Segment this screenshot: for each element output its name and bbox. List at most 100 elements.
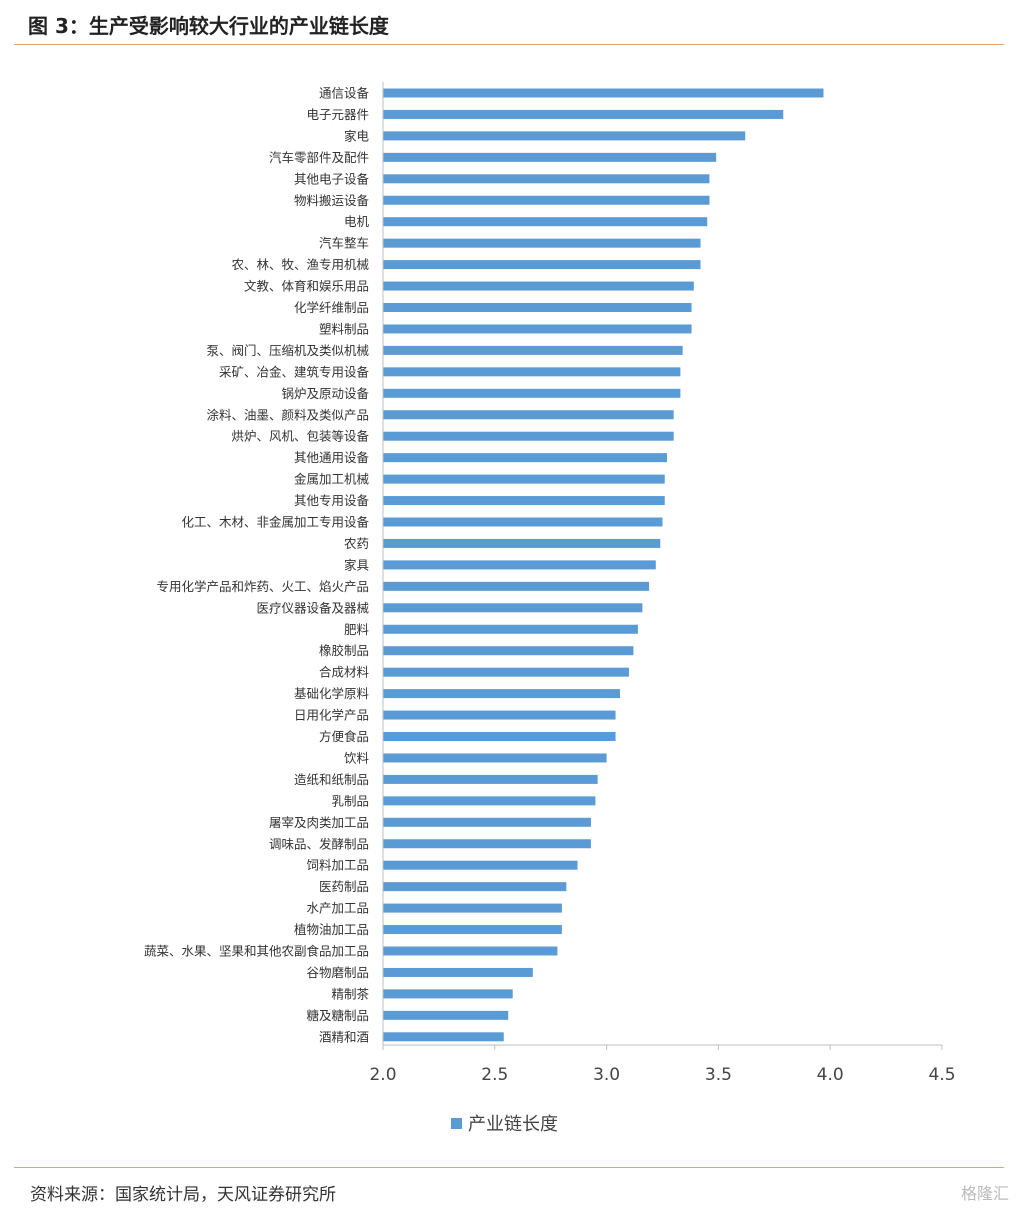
category-label-31: 饮料 xyxy=(344,750,370,765)
category-label-32: 造纸和纸制品 xyxy=(294,772,369,787)
bar-11 xyxy=(383,324,692,334)
source-note: 资料来源：国家统计局，天风证券研究所 xyxy=(30,1185,336,1205)
bar-32 xyxy=(383,774,598,784)
bar-2 xyxy=(383,131,746,141)
category-label-25: 肥料 xyxy=(344,622,370,637)
category-label-8: 农、林、牧、渔专用机械 xyxy=(231,257,369,272)
category-label-28: 基础化学原料 xyxy=(294,686,370,701)
legend: 产业链长度 xyxy=(451,1114,558,1135)
category-label-42: 精制茶 xyxy=(331,986,369,1001)
x-tick-label-3: 3.5 xyxy=(705,1065,732,1085)
category-label-15: 涂料、油墨、颜料及类似产品 xyxy=(206,407,369,422)
bar-19 xyxy=(383,496,665,506)
bars-group xyxy=(383,88,824,1042)
x-tick-label-5: 4.5 xyxy=(928,1065,955,1085)
bar-31 xyxy=(383,753,607,763)
bar-10 xyxy=(383,303,692,312)
bar-26 xyxy=(383,646,634,656)
bar-37 xyxy=(383,882,567,892)
category-label-13: 采矿、冶金、建筑专用设备 xyxy=(219,364,370,379)
category-label-36: 饲料加工品 xyxy=(306,858,369,873)
category-label-33: 乳制品 xyxy=(331,793,369,808)
x-tick-label-1: 2.5 xyxy=(481,1065,508,1085)
bar-27 xyxy=(383,667,629,677)
category-label-22: 家具 xyxy=(344,557,370,572)
category-label-24: 医疗仪器设备及器械 xyxy=(256,600,369,615)
bar-43 xyxy=(383,1010,509,1020)
bar-4 xyxy=(383,174,710,184)
bar-25 xyxy=(383,624,638,634)
x-axis: 2.0 2.5 3.0 3.5 4.0 4.5 xyxy=(369,82,956,1085)
category-label-43: 糖及糖制品 xyxy=(306,1008,369,1023)
brand-watermark: 格隆汇 xyxy=(960,1184,1009,1203)
bar-23 xyxy=(383,581,650,591)
bar-1 xyxy=(383,109,784,119)
category-labels: 通信设备电子元器件家电汽车零部件及配件其他电子设备物料搬运设备电机汽车整车农、林… xyxy=(144,86,370,1045)
category-label-1: 电子元器件 xyxy=(306,107,369,122)
bar-5 xyxy=(383,195,710,205)
category-label-23: 专用化学产品和炸药、火工、焰火产品 xyxy=(156,579,369,594)
category-label-39: 植物油加工品 xyxy=(294,922,369,937)
bar-9 xyxy=(383,281,694,291)
bar-13 xyxy=(383,367,681,377)
category-label-14: 锅炉及原动设备 xyxy=(281,386,369,401)
bar-24 xyxy=(383,603,643,613)
bar-30 xyxy=(383,732,616,741)
bar-7 xyxy=(383,238,701,248)
category-label-2: 家电 xyxy=(344,128,370,143)
bar-34 xyxy=(383,817,591,827)
bar-18 xyxy=(383,474,665,484)
category-label-12: 泵、阀门、压缩机及类似机械 xyxy=(206,343,369,358)
category-label-17: 其他通用设备 xyxy=(294,450,370,465)
category-label-10: 化学纤维制品 xyxy=(294,300,369,315)
category-label-3: 汽车零部件及配件 xyxy=(269,150,369,165)
category-label-27: 合成材料 xyxy=(319,665,370,680)
bar-39 xyxy=(383,925,562,935)
bar-14 xyxy=(383,388,681,398)
legend-label: 产业链长度 xyxy=(468,1114,558,1135)
category-label-4: 其他电子设备 xyxy=(294,171,370,186)
bar-41 xyxy=(383,967,533,977)
bar-12 xyxy=(383,345,683,355)
category-label-5: 物料搬运设备 xyxy=(294,193,370,208)
category-label-11: 塑料制品 xyxy=(319,321,369,336)
x-tick-label-2: 3.0 xyxy=(593,1065,620,1085)
bar-21 xyxy=(383,538,661,548)
footer-divider xyxy=(14,1167,1004,1168)
bar-33 xyxy=(383,796,596,806)
bar-22 xyxy=(383,560,656,570)
category-label-26: 橡胶制品 xyxy=(319,643,369,658)
category-label-20: 化工、木材、非金属加工专用设备 xyxy=(181,515,369,530)
category-label-19: 其他专用设备 xyxy=(294,493,370,508)
bar-16 xyxy=(383,431,674,441)
bar-0 xyxy=(383,88,824,98)
category-label-41: 谷物磨制品 xyxy=(306,965,369,980)
category-label-7: 汽车整车 xyxy=(319,236,369,251)
bar-chart: 通信设备电子元器件家电汽车零部件及配件其他电子设备物料搬运设备电机汽车整车农、林… xyxy=(144,82,956,1135)
bar-17 xyxy=(383,453,667,463)
x-tick-label-0: 2.0 xyxy=(369,1065,396,1085)
title-divider xyxy=(14,44,1004,45)
category-label-29: 日用化学产品 xyxy=(294,708,369,723)
category-label-44: 酒精和酒 xyxy=(319,1029,369,1044)
bar-28 xyxy=(383,689,621,699)
category-label-30: 方便食品 xyxy=(319,729,369,744)
bar-38 xyxy=(383,903,562,913)
bar-36 xyxy=(383,860,578,870)
category-label-34: 屠宰及肉类加工品 xyxy=(269,815,369,830)
bar-6 xyxy=(383,217,708,227)
bar-3 xyxy=(383,152,717,162)
bar-42 xyxy=(383,989,513,999)
bar-15 xyxy=(383,410,674,420)
bar-20 xyxy=(383,517,663,527)
bar-8 xyxy=(383,260,701,270)
bar-35 xyxy=(383,839,591,849)
category-label-18: 金属加工机械 xyxy=(294,472,370,487)
category-label-0: 通信设备 xyxy=(319,86,370,101)
category-label-9: 文教、体育和娱乐用品 xyxy=(244,279,369,294)
category-label-38: 水产加工品 xyxy=(306,901,369,916)
x-tick-label-4: 4.0 xyxy=(817,1065,844,1085)
category-label-21: 农药 xyxy=(344,536,369,551)
category-label-37: 医药制品 xyxy=(319,879,369,894)
category-label-6: 电机 xyxy=(344,214,370,229)
